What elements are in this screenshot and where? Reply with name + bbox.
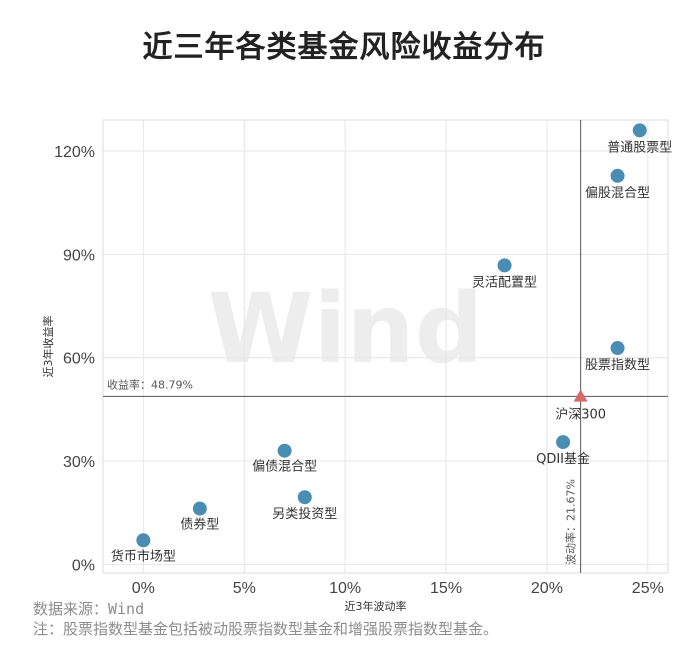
data-point-label: 灵活配置型 — [472, 275, 537, 290]
data-point-label: 偏股混合型 — [585, 186, 650, 201]
data-point-label: 普通股票型 — [607, 140, 672, 155]
footnote: 注：股票指数型基金包括被动股票指数型基金和增强股票指数型基金。 — [33, 620, 499, 638]
data-point-label: 货币市场型 — [111, 548, 176, 564]
data-point-label: 偏债混合型 — [252, 460, 317, 475]
data-point-label: 股票指数型 — [585, 358, 650, 373]
x-tick-label: 15% — [430, 580, 462, 597]
data-point — [610, 341, 625, 356]
volatility-reference-label: 波动率：21.67% — [564, 479, 578, 565]
data-point-label: 债券型 — [180, 517, 219, 533]
data-point — [192, 501, 207, 516]
benchmark-label: 沪深300 — [555, 406, 606, 422]
data-point — [136, 533, 151, 548]
data-point — [277, 443, 292, 458]
benchmark-marker — [573, 389, 588, 402]
data-point — [297, 490, 312, 505]
y-tick-label: 90% — [63, 247, 95, 264]
data-point-label: QDII基金 — [536, 451, 590, 467]
y-tick-label: 60% — [63, 351, 95, 368]
x-tick-label: 0% — [132, 580, 155, 597]
x-tick-label: 5% — [233, 580, 256, 597]
data-point — [632, 123, 647, 138]
data-point-label: 另类投资型 — [272, 506, 337, 522]
y-tick-label: 120% — [54, 144, 95, 161]
x-tick-label: 20% — [531, 580, 563, 597]
return-reference-label: 收益率：48.79% — [107, 377, 193, 391]
data-point — [610, 168, 625, 183]
y-tick-label: 0% — [72, 557, 95, 574]
data-point — [556, 435, 571, 450]
x-tick-label: 10% — [329, 580, 361, 597]
plot-frame — [102, 119, 669, 574]
y-tick-label: 30% — [63, 454, 95, 471]
chart-title: 近三年各类基金风险收益分布 — [142, 30, 546, 65]
x-tick-label: 25% — [632, 580, 664, 597]
source-note: 数据来源：Wind — [33, 600, 145, 618]
data-point — [497, 258, 512, 273]
y-axis-label: 近3年收益率 — [41, 316, 55, 378]
x-axis-label: 近3年波动率 — [345, 599, 407, 613]
